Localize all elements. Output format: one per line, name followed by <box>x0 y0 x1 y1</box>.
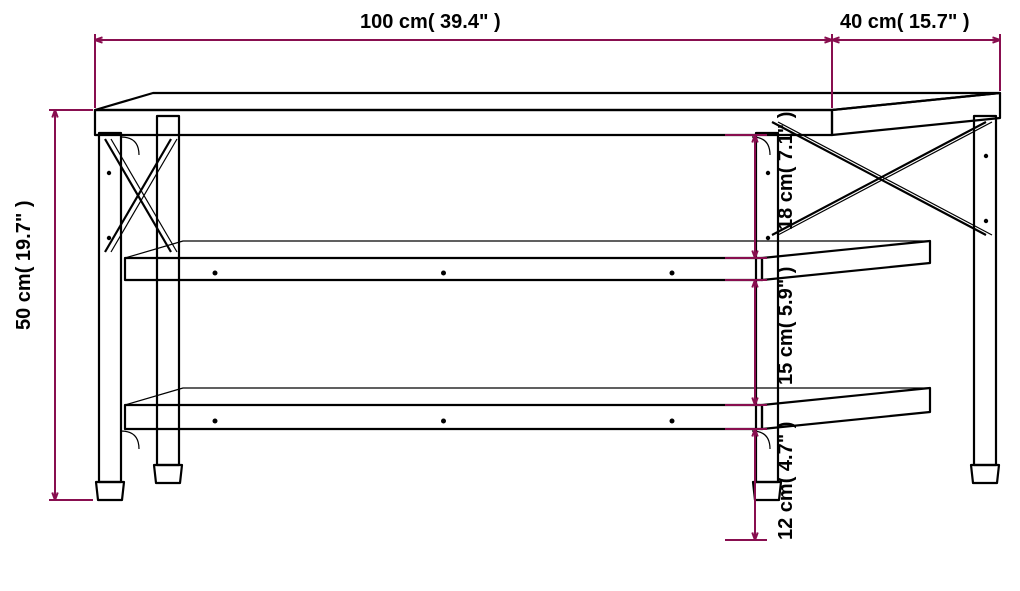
dimension-drawing: 100 cm( 39.4" ) 40 cm( 15.7" ) 50 cm( 19… <box>0 0 1020 591</box>
label-gap-mid: 15 cm( 5.9" ) <box>775 267 797 385</box>
label-height: 50 cm( 19.7" ) <box>13 200 35 330</box>
label-gap-top: 18 cm( 7.1" ) <box>775 112 797 230</box>
label-clearance: 12 cm( 4.7" ) <box>775 422 797 540</box>
label-width: 100 cm( 39.4" ) <box>360 11 501 33</box>
furniture-outline <box>95 93 1000 500</box>
label-depth: 40 cm( 15.7" ) <box>840 11 970 33</box>
